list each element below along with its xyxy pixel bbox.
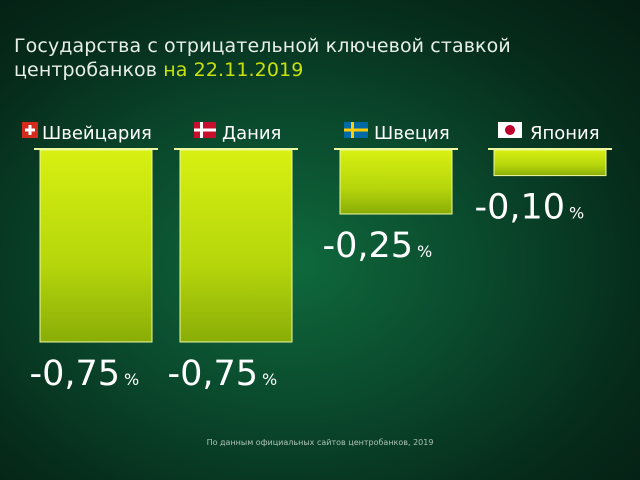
- swiss-flag-icon: [22, 122, 38, 138]
- japanese-flag-icon: [498, 122, 522, 138]
- title-date: на 22.11.2019: [163, 59, 304, 81]
- value-label-3: -0,25: [322, 226, 413, 266]
- bar-2: [179, 149, 293, 343]
- bar-4: [493, 149, 607, 177]
- bar-3: [339, 149, 453, 215]
- category-label-1: Швейцария: [42, 123, 152, 144]
- danish-flag-icon: [194, 122, 216, 138]
- title-line-1: Государства с отрицательной ключевой ста…: [14, 35, 511, 57]
- category-label-2: Дания: [222, 123, 281, 144]
- unit-label-3: %: [417, 242, 432, 261]
- value-label-4: -0,10: [474, 188, 565, 228]
- category-label-3: Швеция: [374, 123, 450, 144]
- bar-1: [39, 149, 153, 343]
- title-line-2: центробанков на 22.11.2019: [14, 58, 624, 82]
- unit-label-4: %: [569, 204, 584, 223]
- source-note: По данным официальных сайтов центробанко…: [206, 438, 434, 447]
- category-label-4: Япония: [530, 123, 600, 144]
- value-label-1: -0,75: [29, 354, 120, 394]
- unit-label-1: %: [124, 370, 139, 389]
- swedish-flag-icon: [344, 122, 368, 138]
- unit-label-2: %: [262, 370, 277, 389]
- value-label-2: -0,75: [167, 354, 258, 394]
- title-line-2-prefix: центробанков: [14, 59, 158, 81]
- chart-title: Государства с отрицательной ключевой ста…: [14, 34, 624, 82]
